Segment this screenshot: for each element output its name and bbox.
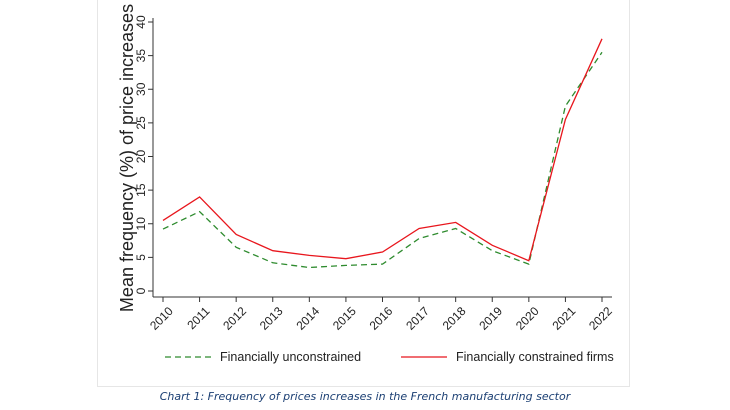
y-axis-label: Mean frequency (%) of price increases	[117, 4, 137, 312]
x-tick-label: 2015	[330, 304, 359, 333]
y-tick-label: 10	[134, 217, 148, 231]
x-tick-label: 2022	[586, 304, 615, 333]
x-tick-label: 2013	[257, 304, 286, 333]
x-tick-label: 2021	[550, 304, 579, 333]
chart-caption: Chart 1: Frequency of prices increases i…	[159, 390, 571, 403]
y-tick-label: 5	[134, 254, 148, 261]
chart-frame	[97, 0, 630, 387]
y-axis: 0 5 10 15 20 25 30 35 40	[134, 15, 154, 297]
x-tick-label: 2014	[293, 304, 322, 333]
legend-label-2: Financially constrained firms	[456, 350, 614, 364]
y-tick-label: 35	[134, 49, 148, 63]
y-tick-label: 25	[134, 116, 148, 130]
y-tick-label: 40	[134, 15, 148, 29]
y-tick-label: 0	[134, 287, 148, 294]
x-tick-label: 2012	[220, 304, 249, 333]
legend: Financially unconstrained Financially con…	[165, 350, 614, 364]
x-tick-label: 2018	[440, 304, 469, 333]
x-tick-label: 2010	[147, 304, 176, 333]
x-tick-label: 2011	[184, 304, 212, 332]
plot-lines	[162, 38, 603, 269]
series-line-2	[162, 38, 603, 262]
x-tick-label: 2019	[476, 304, 505, 333]
legend-label-1: Financially unconstrained	[220, 350, 361, 364]
x-tick-label: 2016	[367, 304, 396, 333]
x-tick-label: 2020	[513, 304, 542, 333]
x-axis: 2010 2011 2012 2013 2014 2015 2016 2017 2018 2019…	[147, 296, 615, 333]
x-tick-label: 2017	[403, 304, 432, 333]
y-tick-label: 30	[134, 82, 148, 96]
series-line-1	[162, 51, 603, 269]
y-tick-label: 20	[134, 150, 148, 164]
y-tick-label: 15	[134, 183, 148, 197]
